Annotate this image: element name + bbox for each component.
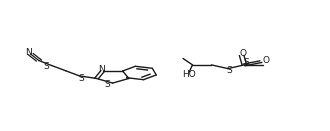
Text: O: O [262,56,269,65]
Text: S: S [226,66,232,75]
Text: HO: HO [182,70,196,79]
Text: S: S [244,58,249,67]
Text: S: S [78,74,84,83]
Text: S: S [43,62,49,71]
Text: O: O [240,49,247,58]
Text: N: N [98,66,105,75]
Text: N: N [25,48,31,57]
Text: S: S [105,80,110,89]
